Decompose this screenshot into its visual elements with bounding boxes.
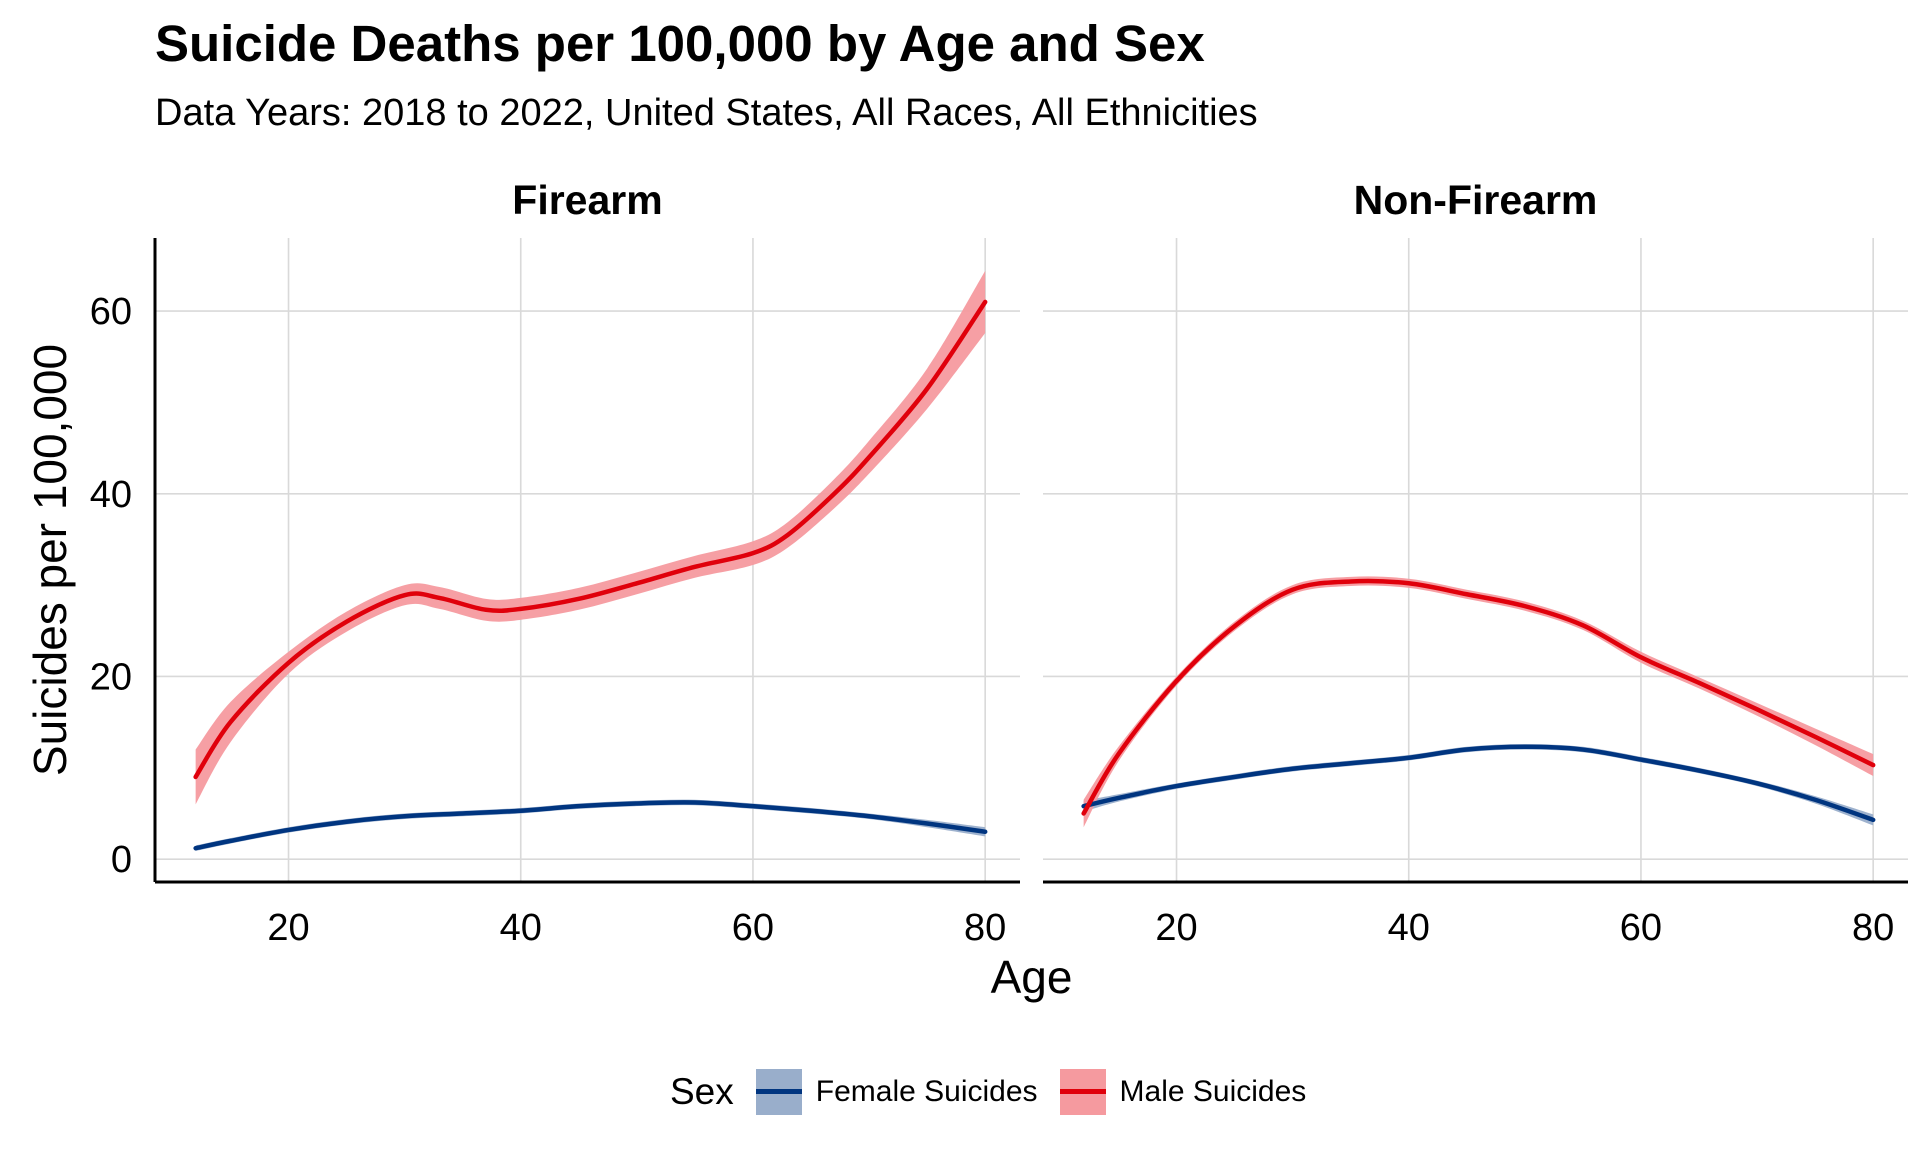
y-axis-title: Suicides per 100,000 (24, 344, 76, 776)
facet-label-firearm: Firearm (512, 177, 662, 223)
x-tick-label-non-firearm-60: 60 (1620, 907, 1662, 949)
x-tick-label-firearm-80: 80 (964, 907, 1006, 949)
y-tick-label-40: 40 (90, 474, 132, 516)
legend-title: Sex (670, 1071, 734, 1112)
x-tick-label-non-firearm-40: 40 (1388, 907, 1430, 949)
x-tick-label-firearm-40: 40 (500, 907, 542, 949)
legend: Sex Female Suicides Male Suicides (670, 1067, 1328, 1117)
line-non-firearm-female-suicides (1081, 744, 1876, 823)
line-non-firearm-male-suicides (1081, 578, 1876, 816)
x-axis-title: Age (991, 951, 1073, 1003)
legend-key-female (755, 1069, 802, 1115)
chart-title: Suicide Deaths per 100,000 by Age and Se… (155, 15, 1205, 72)
y-tick-label-20: 20 (90, 656, 132, 698)
x-tick-label-non-firearm-80: 80 (1852, 907, 1894, 949)
line-firearm-female-suicides (193, 800, 988, 851)
ribbon-firearm-male-suicides (195, 270, 986, 805)
x-tick-label-non-firearm-20: 20 (1155, 907, 1197, 949)
chart-subtitle: Data Years: 2018 to 2022, United States,… (155, 92, 1258, 134)
ribbon-non-firearm-male-suicides (1083, 576, 1874, 828)
line-firearm-male-suicides (193, 299, 988, 780)
legend-label-male: Male Suicides (1119, 1075, 1307, 1108)
facet-label-non-firearm: Non-Firearm (1354, 177, 1598, 223)
y-tick-label-60: 60 (90, 291, 132, 333)
legend-key-male (1059, 1069, 1106, 1115)
x-tick-label-firearm-20: 20 (267, 907, 309, 949)
x-tick-label-firearm-60: 60 (732, 907, 774, 949)
legend-key-female-line (755, 1089, 802, 1094)
y-tick-label-0: 0 (111, 839, 132, 881)
legend-label-female: Female Suicides (815, 1075, 1038, 1108)
legend-key-male-line (1059, 1089, 1106, 1094)
